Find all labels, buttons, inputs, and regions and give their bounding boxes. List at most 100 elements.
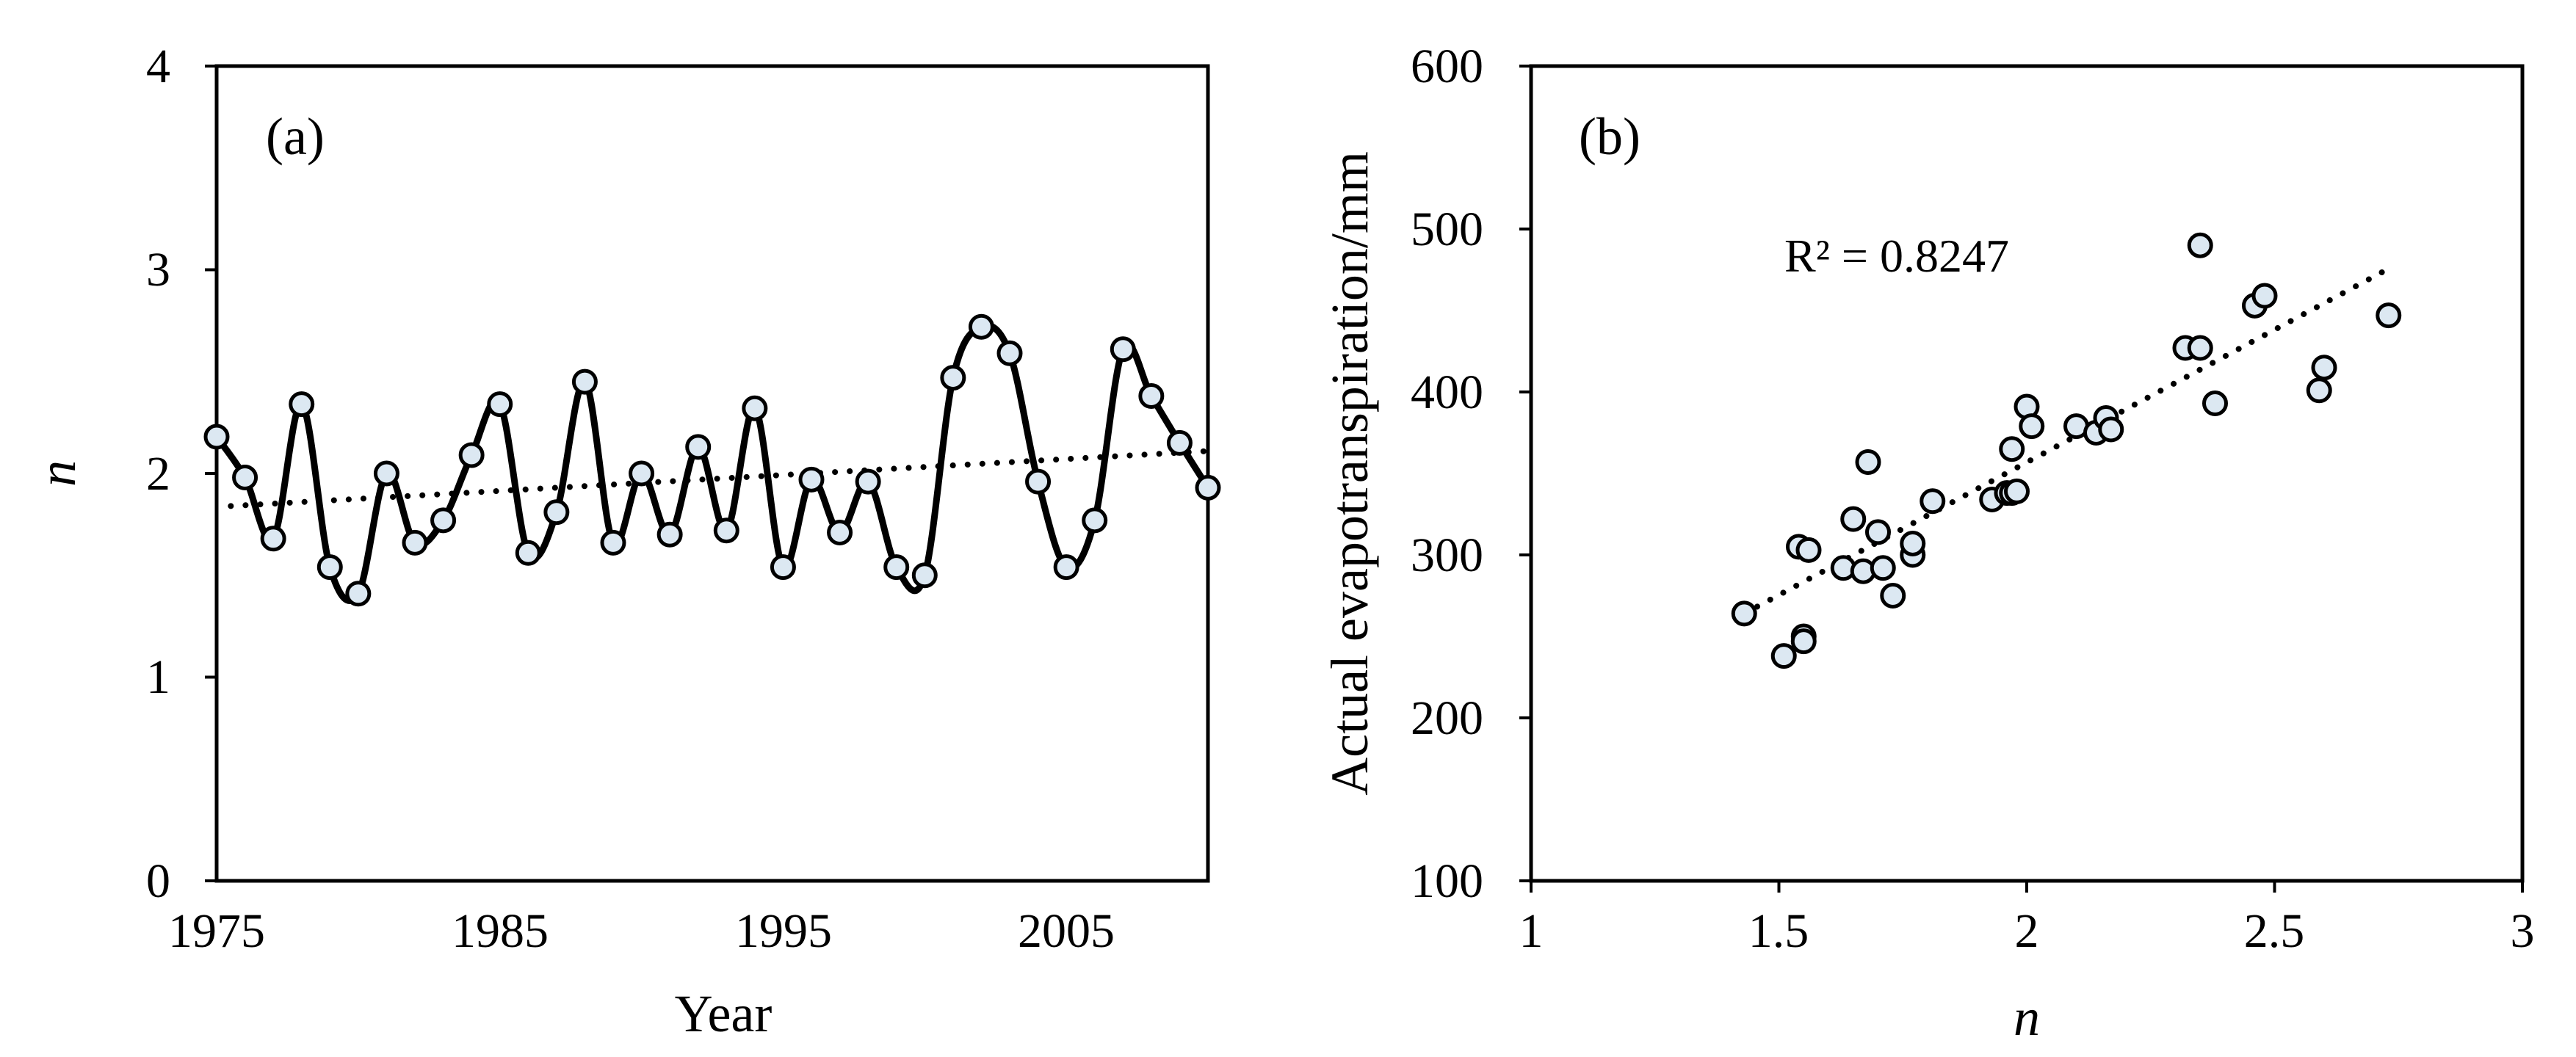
panel-a-data-point (203, 424, 230, 450)
panel-a-x-tick-label: 1995 (735, 904, 832, 958)
panel-b-data-point (2004, 478, 2030, 504)
panel-b-data-point (1900, 530, 1926, 556)
panel-a-x-axis-title: Year (675, 984, 773, 1043)
panel-b-y-tick-label: 200 (1411, 691, 1483, 745)
panel-b-x-tick-label: 1.5 (1748, 904, 1809, 958)
panel-b-data-point (1880, 583, 1906, 609)
panel-a-x-tick-label: 1985 (452, 904, 549, 958)
panel-b-x-tick-label: 3 (2511, 904, 2535, 958)
panel-b-scatter: 100 200 300 400 500 600 1 1.5 2 2.5 3 n … (1320, 40, 2535, 1047)
panel-b-data-point (2306, 377, 2332, 404)
panel-a-data-point (373, 460, 399, 487)
panel-a-data-point (656, 521, 683, 548)
panel-a-data-point (487, 391, 513, 418)
panel-a-data-point (1025, 468, 1052, 495)
panel-a-data-point (770, 554, 796, 581)
panel-a-data-point (1110, 336, 1136, 363)
panel-a-time-series: 0 1 2 3 4 1975 1985 1995 2005 Year n (a) (28, 40, 1221, 1043)
panel-a-data-point (458, 442, 485, 468)
panel-b-data-point (1790, 628, 1817, 655)
panel-a-data-point (940, 365, 966, 391)
panel-a-data-point (1053, 554, 1079, 581)
panel-a-trendline (228, 448, 1211, 509)
panel-a-data-point (430, 507, 457, 534)
panel-b-data-point (1999, 436, 2025, 462)
panel-b-data-point (1855, 448, 1881, 475)
panel-a-data-point (968, 313, 994, 340)
panel-a-data-point (1166, 429, 1193, 456)
panel-b-data-point (2311, 355, 2337, 381)
panel-a-y-tick-label: 4 (146, 40, 170, 93)
panel-b-y-tick-label: 600 (1411, 40, 1483, 93)
panel-a-data-point (543, 499, 570, 526)
panel-b-data-point (1795, 537, 1822, 563)
panel-a-data-point (515, 540, 541, 566)
panel-b-label: (b) (1579, 107, 1640, 166)
panel-b-y-tick-marks (1519, 65, 2524, 893)
panel-b-trendline (1741, 268, 2387, 617)
panel-a-y-axis-title: n (28, 460, 87, 487)
panel-a-data-point (571, 368, 598, 395)
panel-a-data-point (232, 465, 258, 491)
panel-b-y-axis-title: Actual evapotranspiration/mm (1320, 151, 1379, 796)
panel-a-data-point (1195, 474, 1221, 501)
panel-b-data-point (2187, 335, 2213, 361)
panel-b-data-point (2376, 302, 2402, 329)
panel-a-data-point (827, 519, 853, 545)
panel-b-points (1731, 232, 2402, 669)
panel-a-data-point (260, 526, 286, 552)
panel-b-data-point (1770, 643, 1797, 669)
panel-a-data-point (345, 581, 372, 607)
panel-b-x-tick-label: 1 (1519, 904, 1544, 958)
panel-b-data-point (1865, 519, 1891, 545)
panel-a-data-point (629, 460, 655, 487)
panel-b-x-ticks: 1 1.5 2 2.5 3 (1519, 904, 2535, 958)
panel-b-data-point (1840, 506, 1867, 532)
panel-b-data-point (2187, 232, 2213, 258)
panel-b-data-point (2098, 416, 2124, 443)
panel-b-trendline-path (1741, 268, 2387, 617)
panel-a-data-point (316, 554, 343, 581)
panel-b-x-tick-label: 2.5 (2244, 904, 2305, 958)
panel-b-y-tick-label: 500 (1411, 203, 1483, 256)
panel-a-data-point (742, 395, 768, 421)
panel-b-data-point (1870, 555, 1896, 581)
panel-a-trendline-path (228, 448, 1211, 509)
panel-b-data-point (2251, 283, 2278, 309)
panel-a-x-ticks: 1975 1985 1995 2005 (168, 904, 1115, 958)
panel-a-points (203, 313, 1221, 607)
panel-a-x-tick-label: 2005 (1018, 904, 1115, 958)
panel-a-y-tick-label: 3 (146, 243, 170, 297)
panel-a-data-point (685, 434, 712, 460)
panel-a-data-point (798, 466, 825, 493)
panel-a-data-point (996, 340, 1023, 366)
panel-a-data-point (855, 468, 881, 495)
panel-a-y-tick-label: 2 (146, 447, 170, 501)
panel-b-x-tick-label: 2 (2015, 904, 2039, 958)
panel-b-y-tick-label: 300 (1411, 528, 1483, 582)
panel-a-series-path (214, 322, 1211, 604)
panel-b-plot-frame (1529, 64, 2525, 883)
panel-a-data-point (911, 562, 938, 589)
panel-a-data-point (402, 529, 428, 556)
panel-a-data-point (713, 517, 739, 544)
panel-b-y-tick-label: 100 (1411, 854, 1483, 908)
panel-a-y-tick-label: 1 (146, 650, 170, 704)
panel-a-data-point (289, 391, 315, 418)
panel-b-data-point (2202, 391, 2228, 417)
panel-a-series-line (214, 322, 1211, 604)
panel-b-y-ticks: 100 200 300 400 500 600 (1411, 40, 1483, 908)
panel-b-data-point (2019, 413, 2045, 440)
panel-a-data-point (883, 554, 910, 581)
panel-a-y-ticks: 0 1 2 3 4 (146, 40, 170, 908)
panel-a-y-tick-label: 0 (146, 854, 170, 908)
panel-a-y-tick-marks (205, 65, 217, 882)
panel-a-plot-frame (214, 64, 1210, 883)
panel-b-data-point (1920, 488, 1946, 515)
panel-a-data-point (600, 529, 626, 556)
panel-a-data-point (1082, 507, 1108, 534)
r-squared-annotation: R² = 0.8247 (1784, 230, 2009, 282)
panel-a-data-point (1138, 383, 1165, 410)
panel-b-data-point (1731, 600, 1757, 627)
